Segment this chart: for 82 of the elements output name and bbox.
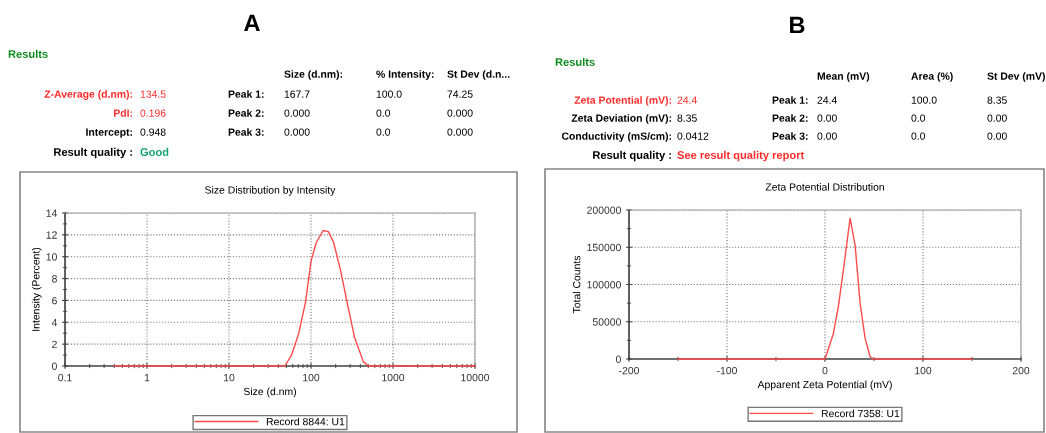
text: 0.196 (140, 109, 166, 117)
text: 74.25 (447, 90, 473, 98)
x-tick-label: 10000 (461, 373, 490, 382)
text: 8.35 (677, 114, 697, 122)
text: Results (8, 49, 48, 58)
chart-title: Size Distribution by Intensity (205, 186, 336, 196)
text: Peak 1: (228, 90, 264, 98)
x-tick-label: 100 (303, 373, 320, 382)
text: A (244, 14, 260, 32)
text: 24.4 (677, 96, 697, 104)
text: Peak 3: (228, 128, 264, 136)
x-tick-label: 10 (224, 373, 235, 382)
text: 0.0 (911, 114, 926, 122)
y-tick-label: 150000 (587, 243, 621, 252)
text: 8.35 (987, 96, 1007, 104)
x-axis-title: Apparent Zeta Potential (mV) (757, 380, 892, 391)
y-tick-label: 14 (46, 209, 58, 217)
text: 134.5 (140, 90, 166, 98)
text: Conductivity (mS/cm): (561, 132, 671, 142)
text: 0.0 (376, 109, 391, 117)
text: Mean (mV) (817, 72, 870, 82)
x-tick-label: 0 (822, 366, 828, 375)
text: 0.0 (911, 132, 926, 140)
text: 24.4 (817, 96, 837, 104)
line-series (677, 217, 973, 360)
x-tick-label: 0.1 (58, 373, 72, 382)
text: Result quality : (593, 150, 671, 162)
x-tick-label: -100 (717, 366, 738, 375)
text: Good (140, 147, 169, 156)
text: 167.7 (284, 90, 310, 98)
text: Area (%) (911, 72, 953, 82)
y-tick-label: 4 (51, 318, 58, 327)
y-tick-label: 10 (46, 253, 57, 261)
text: 0.000 (447, 128, 473, 136)
y-tick-label: 8 (52, 275, 57, 283)
text: 0.000 (284, 109, 310, 117)
y-axis-title: Intensity (Percent) (31, 247, 42, 331)
y-tick-label: 2 (52, 340, 57, 348)
chart-title: Zeta Potential Distribution (765, 183, 884, 191)
y-tick-label: 100000 (587, 281, 621, 289)
x-tick-label: -200 (619, 366, 640, 375)
text: 0.0412 (677, 132, 709, 140)
y-axis-title: Total Counts (572, 255, 581, 314)
text: 0.00 (987, 132, 1007, 140)
text: 0.00 (817, 114, 837, 122)
y-tick-label: 0 (615, 355, 621, 363)
text: Zeta Potential (mV): (574, 96, 671, 106)
x-axis-title: Size (d.nm) (243, 387, 296, 398)
x-tick-label: 1000 (382, 373, 405, 382)
text: Peak 3: (772, 132, 808, 140)
x-tick-label: 200 (1012, 366, 1030, 375)
text: Result quality : (54, 147, 132, 159)
text: Intercept: (86, 128, 132, 138)
text: 0.948 (140, 128, 166, 136)
text: 0.0 (376, 128, 391, 136)
y-tick-label: 200000 (587, 206, 621, 214)
text: See result quality report (677, 150, 805, 162)
text: B (790, 16, 805, 34)
y-tick-label: 12 (46, 231, 57, 239)
text: 0.000 (447, 109, 473, 117)
text: PdI: (114, 109, 132, 117)
text: 100.0 (911, 96, 937, 104)
y-tick-label: 6 (52, 296, 57, 305)
text: Z-Average (d.nm): (44, 90, 132, 100)
text: Record 7358: U1 (821, 409, 900, 418)
text: St Dev (d.n... (447, 70, 510, 80)
text: Size (d.nm): (284, 70, 343, 80)
text: 0.00 (987, 114, 1007, 122)
text: Peak 2: (772, 114, 808, 122)
y-tick-label: 50000 (592, 318, 621, 326)
text: Peak 2: (228, 109, 264, 117)
text: 0.000 (284, 128, 310, 136)
text: % Intensity: (376, 70, 434, 80)
text: Zeta Deviation (mV): (571, 114, 672, 124)
text: Peak 1: (772, 96, 808, 104)
text: Results (555, 57, 595, 66)
text: 0.00 (817, 132, 837, 140)
text: Record 8844: U1 (266, 417, 345, 426)
x-tick-label: 100 (915, 366, 932, 375)
text: St Dev (mV) (987, 72, 1045, 82)
text: 100.0 (376, 90, 402, 98)
x-tick-label: 1 (144, 374, 150, 382)
